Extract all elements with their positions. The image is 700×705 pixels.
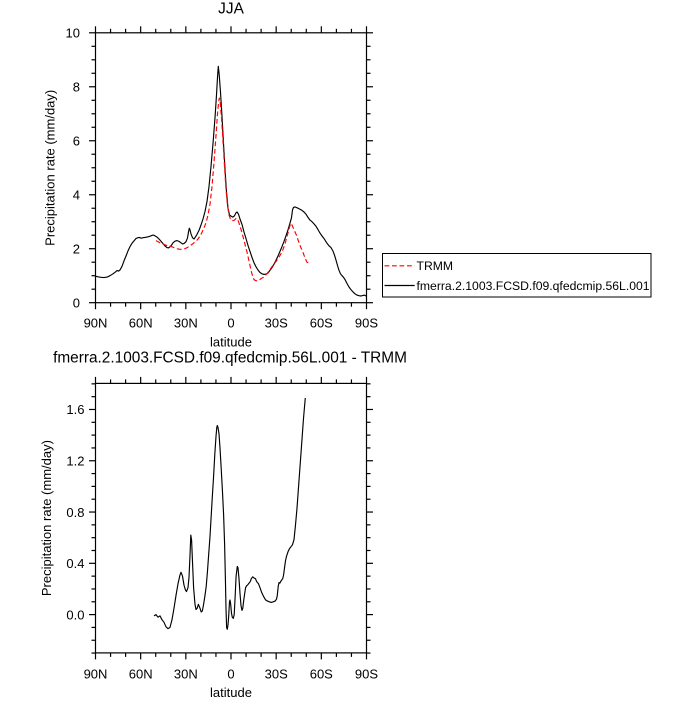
- svg-text:90N: 90N: [84, 666, 108, 681]
- svg-text:30N: 30N: [174, 666, 198, 681]
- svg-text:1.2: 1.2: [66, 454, 84, 469]
- svg-text:60N: 60N: [129, 316, 153, 331]
- svg-text:fmerra.2.1003.FCSD.f09.qfedcmi: fmerra.2.1003.FCSD.f09.qfedcmip.56L.001 …: [53, 350, 407, 367]
- svg-text:Precipitation rate (mm/day): Precipitation rate (mm/day): [39, 440, 54, 596]
- svg-text:0.8: 0.8: [66, 505, 84, 520]
- svg-text:90S: 90S: [355, 316, 378, 331]
- svg-text:60N: 60N: [129, 666, 153, 681]
- svg-text:30S: 30S: [265, 666, 288, 681]
- svg-text:1.6: 1.6: [66, 402, 84, 417]
- svg-text:0.0: 0.0: [66, 607, 84, 622]
- svg-text:0: 0: [73, 295, 80, 310]
- svg-text:0: 0: [227, 316, 234, 331]
- svg-text:10: 10: [66, 26, 80, 41]
- svg-text:JJA: JJA: [218, 1, 244, 18]
- svg-text:latitude: latitude: [210, 334, 252, 349]
- svg-text:Precipitation rate (mm/day): Precipitation rate (mm/day): [43, 90, 58, 246]
- svg-text:TRMM: TRMM: [417, 259, 454, 273]
- svg-text:8: 8: [73, 80, 80, 95]
- svg-text:30N: 30N: [174, 316, 198, 331]
- svg-text:latitude: latitude: [210, 685, 252, 700]
- svg-text:0.4: 0.4: [66, 556, 84, 571]
- svg-text:30S: 30S: [265, 316, 288, 331]
- svg-text:4: 4: [73, 188, 80, 203]
- svg-text:6: 6: [73, 134, 80, 149]
- svg-text:90S: 90S: [355, 666, 378, 681]
- svg-text:fmerra.2.1003.FCSD.f09.qfedcmi: fmerra.2.1003.FCSD.f09.qfedcmip.56L.001: [417, 279, 650, 293]
- svg-text:60S: 60S: [310, 316, 333, 331]
- svg-text:60S: 60S: [310, 666, 333, 681]
- svg-text:90N: 90N: [84, 316, 108, 331]
- svg-text:0: 0: [227, 666, 234, 681]
- svg-text:2: 2: [73, 242, 80, 257]
